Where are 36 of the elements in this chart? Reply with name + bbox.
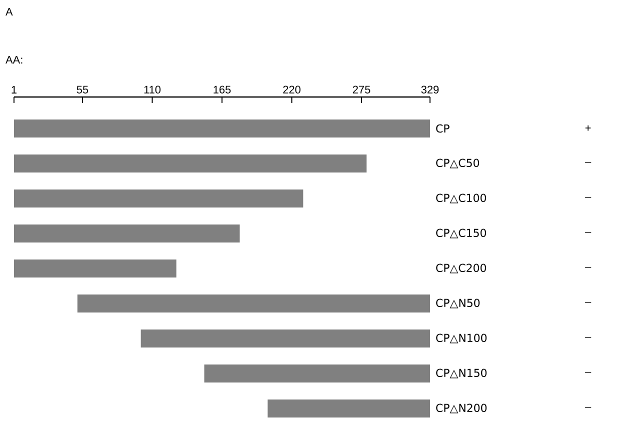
x-tick-label: 220 <box>283 86 300 94</box>
data-label: – <box>585 232 592 233</box>
x-tick-label: 1 <box>12 86 17 94</box>
data-label: – <box>585 302 592 303</box>
bar <box>14 154 367 173</box>
y-tick-label: CP△C100 <box>436 194 486 204</box>
bar <box>140 330 430 348</box>
y-tick-label: CP△N150 <box>436 368 487 378</box>
data-label: – <box>585 406 592 408</box>
x-axis-title: AA: <box>6 56 22 64</box>
data-label: – <box>585 196 592 198</box>
data-label: – <box>585 162 592 163</box>
data-label: + <box>585 125 591 131</box>
y-tick-label: CP△C200 <box>436 264 486 274</box>
data-label: – <box>585 336 592 338</box>
x-tick-label: 275 <box>352 86 370 94</box>
bar <box>14 120 430 138</box>
x-tick-label: 55 <box>76 86 88 94</box>
y-tick-label: CP△C50 <box>436 158 480 168</box>
x-tick-label: 110 <box>144 86 161 94</box>
data-label: – <box>585 372 592 373</box>
bar <box>14 224 240 243</box>
data-label: – <box>585 266 592 268</box>
x-tick-label: 165 <box>214 86 231 94</box>
y-tick-label: CP△N200 <box>436 404 487 414</box>
bar <box>204 364 430 383</box>
chart-title: A <box>6 8 13 16</box>
y-tick-label: CP△N50 <box>436 298 480 308</box>
y-tick-label: CP△N100 <box>436 334 487 344</box>
bar <box>77 294 430 313</box>
bar <box>14 260 176 278</box>
x-tick-label: 329 <box>421 86 439 94</box>
bar <box>268 400 430 418</box>
y-tick-label: CP <box>436 124 450 133</box>
bar <box>14 190 304 208</box>
y-tick-label: CP△C150 <box>436 228 486 238</box>
